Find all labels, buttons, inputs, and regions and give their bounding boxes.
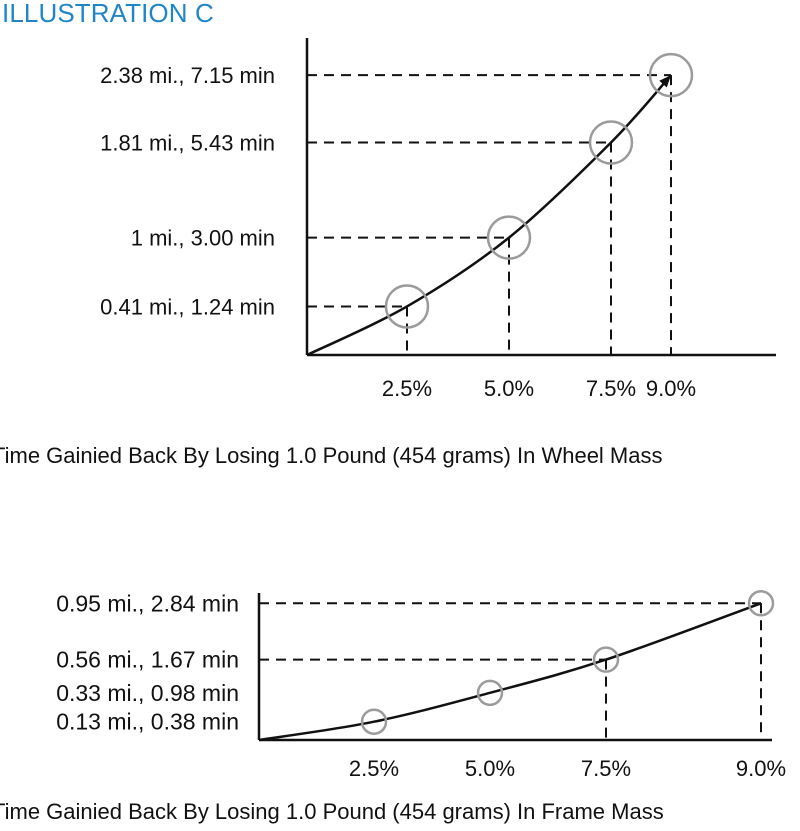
frame-x-tick-label-1: 2.5% <box>349 756 399 781</box>
illustration-label: ILLUSTRATION C <box>2 0 214 28</box>
wheel-data-point-1 <box>384 284 430 329</box>
wheel-point-label-1: 0.41 mi., 1.24 min <box>100 294 275 319</box>
frame-data-point-4 <box>747 590 775 617</box>
wheel-data-point-3 <box>588 120 634 165</box>
wheel-data-point-4 <box>648 52 694 98</box>
frame-mass-caption: Time Gainied Back By Losing 1.0 Pound (4… <box>0 799 664 824</box>
frame-mass-chart: 2.5% 5.0% 7.5% 9.0% 0.13 mi., 0.38 min 0.33 m… <box>56 590 786 781</box>
wheel-series-curve <box>306 74 672 357</box>
wheel-x-tick-label-1: 2.5% <box>382 376 432 401</box>
frame-point-label-3: 0.56 mi., 1.67 min <box>56 647 239 673</box>
wheel-curve-arrowhead <box>659 75 671 88</box>
wheel-point-label-2: 1 mi., 3.00 min <box>131 226 275 251</box>
frame-x-tick-label-2: 5.0% <box>465 756 515 781</box>
frame-x-tick-label-3: 7.5% <box>581 756 631 781</box>
frame-point-label-1: 0.13 mi., 0.38 min <box>56 709 239 735</box>
wheel-point-label-3: 1.81 mi., 5.43 min <box>100 130 275 155</box>
wheel-mass-caption: Time Gainied Back By Losing 1.0 Pound (4… <box>0 443 663 468</box>
wheel-point-label-4: 2.38 mi., 7.15 min <box>100 63 275 88</box>
frame-series-curve <box>258 602 762 742</box>
wheel-x-tick-label-2: 5.0% <box>484 376 534 401</box>
frame-x-tick-label-4: 9.0% <box>736 756 786 781</box>
wheel-x-tick-label-3: 7.5% <box>586 376 636 401</box>
frame-point-label-2: 0.33 mi., 0.98 min <box>56 680 239 706</box>
wheel-mass-chart: 2.5% 5.0% 7.5% 9.0% 0.41 mi., 1.24 min 1 mi.,… <box>100 38 776 401</box>
frame-data-point-3 <box>592 646 620 673</box>
wheel-x-tick-label-4: 9.0% <box>646 376 696 401</box>
frame-data-point-2 <box>476 679 504 707</box>
wheel-data-point-2 <box>486 215 532 260</box>
frame-data-point-1 <box>360 708 388 735</box>
frame-point-label-4: 0.95 mi., 2.84 min <box>56 590 239 616</box>
